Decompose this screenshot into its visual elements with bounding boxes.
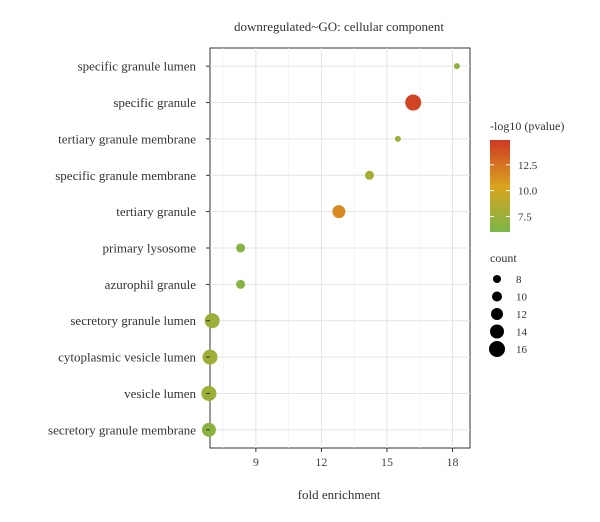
category-labels: specific granule lumen specific granule te… [48, 59, 210, 437]
size-legend-label: 10 [516, 292, 528, 304]
category-label: tertiary granule [116, 204, 196, 219]
category-label: cytoplasmic vesicle lumen [58, 350, 196, 365]
color-legend-label: 12.5 [518, 160, 538, 172]
size-legend-dot [490, 324, 504, 339]
category-label: tertiary granule membrane [58, 131, 196, 146]
data-point [204, 313, 220, 329]
size-legend: count 8 10 12 14 16 [489, 251, 528, 357]
data-points [201, 63, 460, 437]
size-legend-label: 14 [516, 327, 528, 339]
category-label: secretory granule membrane [48, 422, 196, 437]
size-legend-dot [492, 291, 502, 302]
x-tick-label: 9 [253, 455, 259, 469]
data-point [453, 63, 460, 70]
color-legend-label: 7.5 [518, 211, 532, 223]
size-legend-label: 8 [516, 274, 522, 286]
x-tick-label: 15 [381, 455, 393, 469]
size-legend-dot [493, 275, 501, 283]
category-label: azurophil granule [105, 277, 197, 292]
grid-lines [210, 48, 470, 448]
color-legend-label: 10.0 [518, 186, 538, 198]
data-point [394, 135, 401, 142]
size-legend-items: 8 10 12 14 16 [489, 274, 528, 357]
color-legend-ticks: 7.5 10.0 12.5 [490, 160, 538, 223]
color-legend-title: -log10 (pvalue) [490, 119, 564, 133]
data-point [236, 279, 246, 289]
size-legend-dot [491, 308, 503, 320]
size-legend-label: 12 [516, 309, 527, 321]
x-axis-ticks: 9 12 15 18 [253, 448, 459, 469]
x-tick-label: 12 [315, 455, 327, 469]
data-point [236, 243, 246, 253]
category-label: vesicle lumen [124, 386, 196, 401]
category-label: primary lysosome [102, 241, 196, 256]
category-label: specific granule [113, 95, 196, 110]
category-label: specific granule membrane [55, 168, 196, 183]
category-label: specific granule lumen [78, 59, 197, 74]
category-label: secretory granule lumen [70, 313, 196, 328]
color-legend: -log10 (pvalue) 7.5 10.0 12.5 [490, 119, 564, 232]
size-legend-label: 16 [516, 344, 528, 356]
x-axis-title: fold enrichment [298, 487, 381, 502]
data-point [405, 94, 422, 111]
x-tick-label: 18 [447, 455, 459, 469]
color-legend-bar [490, 140, 510, 232]
chart-title: downregulated~GO: cellular component [234, 19, 444, 34]
size-legend-title: count [490, 251, 517, 265]
data-point [332, 205, 346, 219]
data-point [364, 170, 374, 180]
size-legend-dot [489, 341, 505, 357]
